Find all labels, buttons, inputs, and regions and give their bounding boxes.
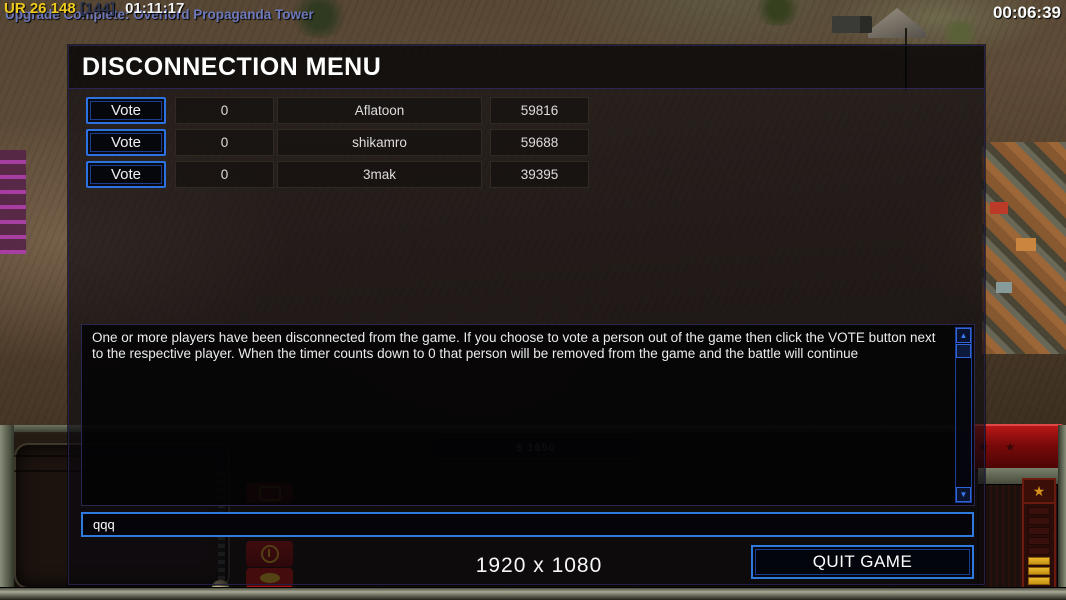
vote-button-label: Vote [110, 134, 142, 151]
disconnection-dialog: DISCONNECTION MENU Vote 0 Aflatoon 59816… [68, 45, 985, 585]
countdown-timer: 00:06:39 [992, 3, 1061, 22]
down-arrow-icon: ▼ [959, 489, 968, 499]
experience-segments [1024, 504, 1054, 598]
votes-count-player-2: 0 [175, 129, 274, 156]
timeout-value: 59816 [520, 103, 559, 118]
votes-count-player-3: 0 [175, 161, 274, 188]
up-arrow-icon: ▲ [959, 330, 968, 340]
resolution-label: 1920 x 1080 [475, 554, 603, 577]
vote-button-player-3[interactable]: Vote [86, 161, 166, 188]
command-bar-left-frame [0, 425, 14, 600]
xp-segment-filled [1028, 567, 1050, 575]
vote-button-label: Vote [110, 102, 142, 119]
votes-value: 0 [220, 135, 229, 150]
xp-segment-empty [1028, 537, 1050, 545]
tree-cluster [752, 0, 804, 26]
quit-game-button[interactable]: QUIT GAME [751, 545, 974, 579]
disconnect-message-box: One or more players have been disconnect… [81, 324, 975, 506]
player-name-3: 3mak [277, 161, 482, 188]
vote-button-player-1[interactable]: Vote [86, 97, 166, 124]
timeout-value: 59688 [520, 135, 559, 150]
scrollbar-thumb[interactable] [956, 344, 971, 358]
supply-crates [0, 150, 26, 254]
tree-cluster [288, 0, 350, 38]
player-timeout-3: 39395 [490, 161, 589, 188]
player-name-2: shikamro [277, 129, 482, 156]
xp-segment-filled [1028, 557, 1050, 565]
rank-star-box: ★ [1024, 480, 1054, 504]
timeout-value: 39395 [520, 167, 559, 182]
vote-button-player-2[interactable]: Vote [86, 129, 166, 156]
votes-value: 0 [220, 103, 229, 118]
xp-segment-empty [1028, 547, 1050, 555]
votes-count-player-1: 0 [175, 97, 274, 124]
dialog-title: DISCONNECTION MENU [82, 52, 382, 81]
scroll-up-button[interactable]: ▲ [956, 328, 971, 343]
chat-input[interactable] [81, 512, 974, 537]
player-name-value: shikamro [352, 135, 407, 150]
quit-game-label: QUIT GAME [812, 552, 913, 571]
general-rank-bar: ★ [1022, 478, 1056, 595]
event-message: Upgrade Complete: Overlord Propaganda To… [5, 7, 314, 22]
game-clock: 01:11:17 [125, 0, 185, 17]
village-buildings [982, 142, 1066, 354]
score-text: UR 26 148 [4, 0, 76, 17]
truck [832, 16, 872, 33]
tree-cluster [938, 20, 982, 46]
scroll-down-button[interactable]: ▼ [956, 487, 971, 502]
message-scrollbar[interactable]: ▲ ▼ [955, 327, 972, 503]
command-bar-right-frame [1058, 425, 1066, 600]
player-timeout-2: 59688 [490, 129, 589, 156]
xp-segment-empty [1028, 507, 1050, 515]
xp-segment-filled [1028, 577, 1050, 585]
disconnect-message: One or more players have been disconnect… [92, 330, 936, 361]
building-roof [1016, 238, 1036, 251]
xp-segment-empty [1028, 517, 1050, 525]
building-roof [996, 282, 1012, 293]
rank-star-icon: ★ [1032, 483, 1046, 499]
player-timeout-1: 59816 [490, 97, 589, 124]
building-roof [990, 202, 1008, 214]
command-bar-bottom-frame [0, 587, 1066, 600]
xp-segment-empty [1028, 527, 1050, 535]
score-bracket: [144] [79, 0, 115, 17]
dialog-header: DISCONNECTION MENU [69, 46, 984, 89]
player-name-value: 3mak [362, 167, 396, 182]
player-name-1: Aflatoon [277, 97, 482, 124]
hud-score-line: UR 26 148 [144] 01:11:17 [4, 0, 184, 17]
vote-button-label: Vote [110, 166, 142, 183]
panel-star-icon: ★ [1004, 440, 1016, 454]
votes-value: 0 [220, 167, 229, 182]
player-name-value: Aflatoon [354, 103, 405, 118]
